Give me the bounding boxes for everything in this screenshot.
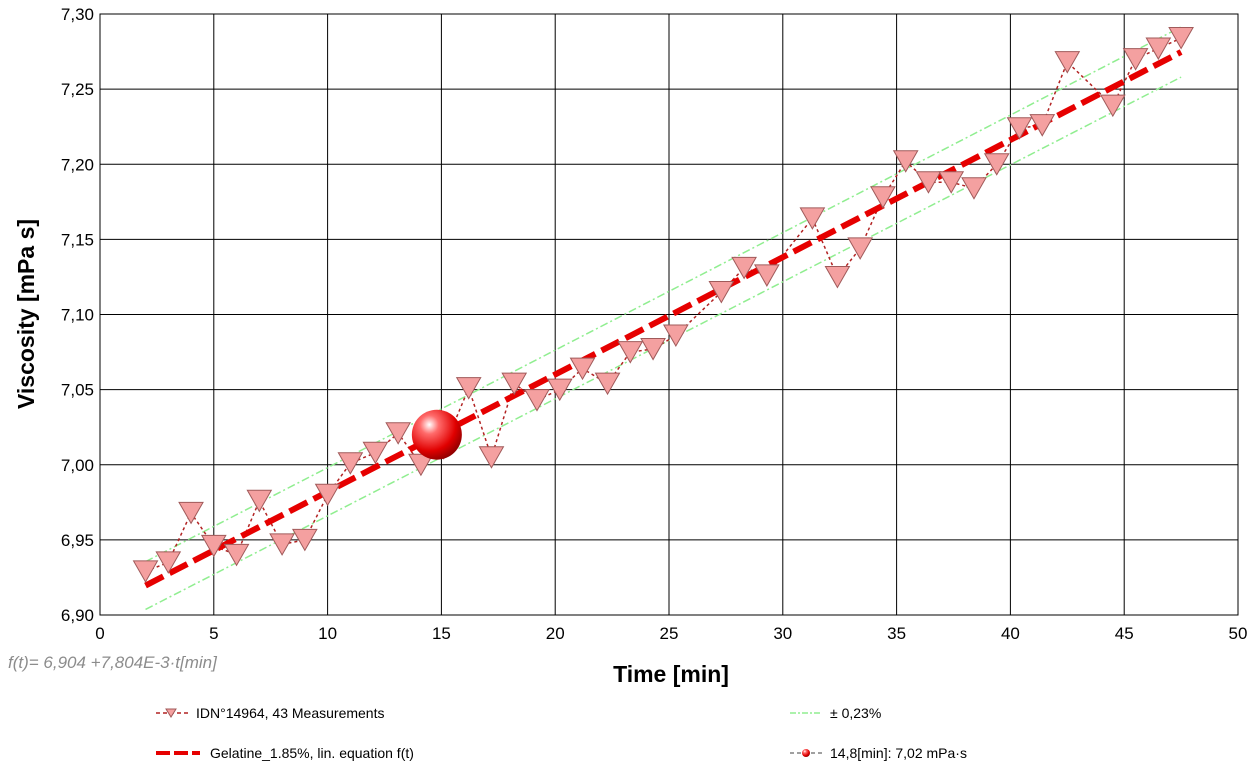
measurement-point <box>870 186 896 209</box>
x-tick-label: 10 <box>318 624 337 643</box>
series-layer <box>132 26 1194 611</box>
equation-label: f(t)= 6,904 +7,804E-3·t[min] <box>8 653 218 672</box>
measurement-point <box>617 341 644 364</box>
x-tick-label: 20 <box>546 624 565 643</box>
measurement-point <box>455 377 482 400</box>
measurement-point <box>731 256 757 280</box>
y-tick-label: 7,00 <box>61 456 94 475</box>
y-tick-label: 6,90 <box>61 606 94 625</box>
legend-triangle-icon <box>165 708 177 718</box>
measurement-point <box>200 534 227 558</box>
measurement-point <box>1099 94 1126 118</box>
measurement-point <box>662 324 689 348</box>
plot-area <box>99 13 1239 616</box>
measurement-point <box>1006 117 1033 140</box>
y-tick-label: 6,95 <box>61 531 94 550</box>
measurement-point <box>155 551 182 574</box>
measurement-point <box>1054 51 1081 74</box>
measurement-point <box>385 422 412 445</box>
y-tick-label: 7,20 <box>61 155 94 174</box>
x-tick-label: 15 <box>432 624 451 643</box>
measurement-point <box>708 280 735 304</box>
y-tick-label: 7,30 <box>61 5 94 24</box>
measurement-point <box>314 483 341 507</box>
measurement-point <box>799 207 826 230</box>
x-tick-label: 5 <box>209 624 218 643</box>
measurement-point <box>362 441 389 465</box>
measurement-point <box>246 489 273 513</box>
measurement-point <box>915 171 942 194</box>
measurement-point <box>178 501 204 525</box>
legend-item-tolerance: ± 0,23% <box>790 705 881 721</box>
x-tick-label: 30 <box>773 624 792 643</box>
measurement-point <box>938 171 965 194</box>
y-tick-label: 7,10 <box>61 306 94 325</box>
x-tick-label: 0 <box>95 624 104 643</box>
x-tick-label: 45 <box>1115 624 1134 643</box>
y-tick-label: 7,05 <box>61 381 94 400</box>
measurement-point <box>754 264 780 287</box>
measurement-point <box>524 389 550 412</box>
measurement-point <box>640 338 666 361</box>
y-tick-label: 7,25 <box>61 80 94 99</box>
measurement-point <box>1029 114 1056 137</box>
y-axis-ticks: 6,90 6,95 7,00 7,05 7,10 7,15 7,20 7,25 7,30 <box>61 5 94 625</box>
measurement-point <box>269 533 295 556</box>
measurement-point <box>546 378 573 402</box>
legend: IDN°14964, 43 Measurements ± 0,23% Gelat… <box>156 705 967 761</box>
measurement-point <box>291 528 318 552</box>
legend-sphere-icon <box>802 749 810 757</box>
measurement-point <box>594 372 621 396</box>
measurement-point <box>961 177 987 200</box>
legend-label-highlight: 14,8[min]: 7,02 mPa·s <box>830 745 967 761</box>
measurement-point <box>337 452 364 475</box>
y-tick-label: 7,15 <box>61 230 94 249</box>
measurement-point <box>892 150 919 173</box>
measurement-point <box>824 265 851 289</box>
measurement-point <box>132 560 159 583</box>
measurement-point <box>223 543 250 567</box>
y-axis-title: Viscosity [mPa s] <box>13 219 39 409</box>
measurement-point <box>847 237 874 260</box>
x-tick-label: 40 <box>1001 624 1020 643</box>
measurement-point <box>501 372 528 396</box>
grid-lines <box>99 13 1239 616</box>
highlight-point <box>411 409 462 460</box>
x-tick-label: 35 <box>887 624 906 643</box>
legend-label-fit: Gelatine_1.85%, lin. equation f(t) <box>210 745 414 761</box>
legend-item-highlight: 14,8[min]: 7,02 mPa·s <box>790 745 967 761</box>
x-axis-title: Time [min] <box>613 661 729 687</box>
legend-label-tolerance: ± 0,23% <box>830 705 881 721</box>
measurement-point <box>1145 37 1172 61</box>
x-tick-label: 50 <box>1229 624 1248 643</box>
legend-item-fit: Gelatine_1.85%, lin. equation f(t) <box>156 745 414 761</box>
legend-label-measurements: IDN°14964, 43 Measurements <box>196 705 384 721</box>
x-axis-ticks: 0 5 10 15 20 25 30 35 40 45 50 <box>95 624 1247 643</box>
measurement-point <box>478 446 505 469</box>
measurement-point <box>1168 27 1194 50</box>
fit-line <box>144 49 1183 589</box>
legend-item-measurements: IDN°14964, 43 Measurements <box>156 705 384 721</box>
measurement-point <box>1122 48 1149 71</box>
measurement-point <box>569 357 596 381</box>
measurement-point <box>408 453 434 477</box>
tolerance-upper-line <box>145 26 1182 563</box>
measurement-point <box>983 153 1010 176</box>
x-tick-label: 25 <box>660 624 679 643</box>
